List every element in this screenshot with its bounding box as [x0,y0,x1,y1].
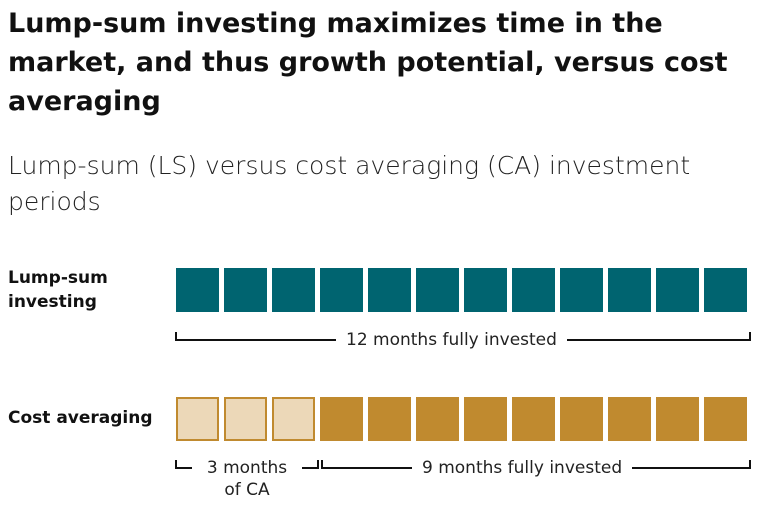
cost-averaging-month-block [464,397,507,441]
lump-sum-month-block [560,268,603,312]
lump-sum-month-block [320,268,363,312]
lump-sum-month-block [464,268,507,312]
cost-averaging-month-block [608,397,651,441]
cost-averaging-month-block [560,397,603,441]
ca-invested-label: 9 months fully invested [412,457,633,479]
ca-period-label: 3 months of CA [192,457,302,501]
row-label-lump-sum: Lump-sum investing [8,268,108,312]
cost-averaging-month-block [224,397,267,441]
chart-title: Lump-sum investing maximizes time in the… [8,8,728,117]
cost-averaging-month-block [176,397,219,441]
cost-averaging-month-block [272,397,315,441]
lump-sum-month-block [656,268,699,312]
cost-averaging-month-block [704,397,747,441]
ca-period-label-line2: of CA [224,480,270,500]
lump-sum-month-block [512,268,555,312]
lump-sum-month-block [608,268,651,312]
lump-sum-month-block [176,268,219,312]
cost-averaging-month-block [416,397,459,441]
row-label-cost-averaging: Cost averaging [8,408,153,428]
lump-sum-month-block [368,268,411,312]
ca-period-label-line1: 3 months [206,458,288,478]
cost-averaging-month-block [320,397,363,441]
cost-averaging-month-block [512,397,555,441]
lump-sum-month-block [272,268,315,312]
chart-subtitle: Lump-sum (LS) versus cost averaging (CA)… [8,151,691,216]
cost-averaging-month-block [368,397,411,441]
lump-sum-month-block [704,268,747,312]
ls-bracket-label: 12 months fully invested [336,329,567,351]
lump-sum-month-block [416,268,459,312]
cost-averaging-month-block [656,397,699,441]
lump-sum-month-block [224,268,267,312]
